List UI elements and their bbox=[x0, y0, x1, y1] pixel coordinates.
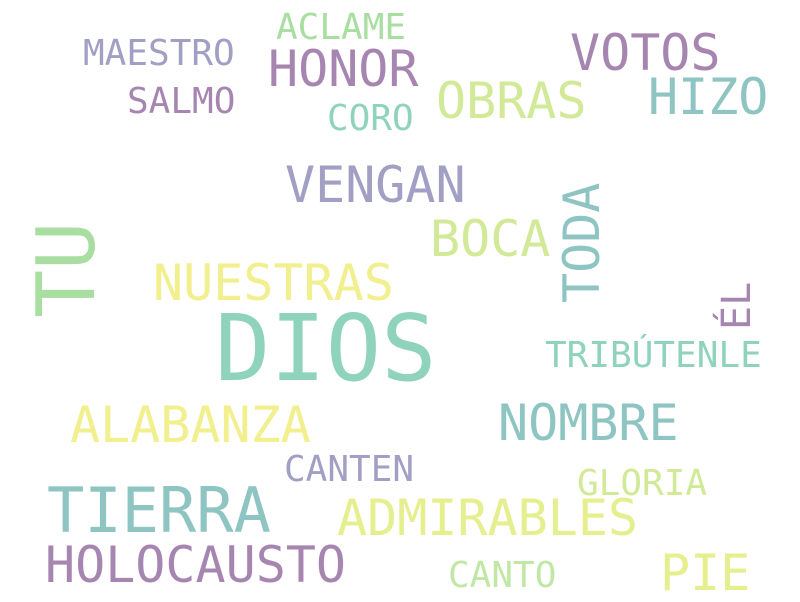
word-honor: HONOR bbox=[268, 40, 419, 98]
word-tierra: TIERRA bbox=[47, 474, 271, 547]
word-nuestras: NUESTRAS bbox=[153, 254, 394, 312]
word-admirables: ADMIRABLES bbox=[337, 489, 639, 547]
word-maestro: MAESTRO bbox=[83, 33, 235, 74]
word-salmo: SALMO bbox=[127, 81, 236, 122]
word-nombre: NOMBRE bbox=[498, 394, 679, 452]
word-pie: PIE bbox=[660, 544, 751, 602]
word-tu: TU bbox=[20, 221, 113, 318]
word-hizo: HIZO bbox=[648, 68, 769, 126]
word-dios: DIOS bbox=[215, 295, 437, 402]
word-canto: CANTO bbox=[448, 555, 557, 596]
word-gloria: GLORIA bbox=[577, 463, 708, 504]
word-votos: VOTOS bbox=[570, 24, 721, 82]
word-aclame: ACLAME bbox=[276, 7, 407, 48]
word-canten: CANTEN bbox=[284, 449, 415, 490]
word-boca: BOCA bbox=[430, 210, 551, 268]
word-el: ÉL bbox=[714, 281, 760, 330]
word-holocausto: HOLOCAUSTO bbox=[45, 536, 347, 594]
word-toda: TODA bbox=[553, 182, 611, 303]
word-obras: OBRAS bbox=[436, 72, 587, 130]
word-tributenle: TRIBÚTENLE bbox=[545, 335, 762, 376]
word-vengan: VENGAN bbox=[285, 156, 466, 214]
word-alabanza: ALABANZA bbox=[70, 396, 311, 454]
word-coro: CORO bbox=[327, 98, 414, 139]
